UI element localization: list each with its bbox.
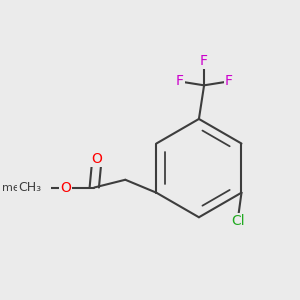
Text: O: O (92, 152, 102, 166)
Text: F: F (200, 54, 208, 68)
Text: O: O (60, 181, 71, 194)
Text: F: F (225, 74, 233, 88)
Text: Cl: Cl (231, 214, 244, 228)
Text: F: F (176, 74, 184, 88)
Text: methyl: methyl (2, 182, 41, 193)
Text: CH₃: CH₃ (18, 181, 41, 194)
